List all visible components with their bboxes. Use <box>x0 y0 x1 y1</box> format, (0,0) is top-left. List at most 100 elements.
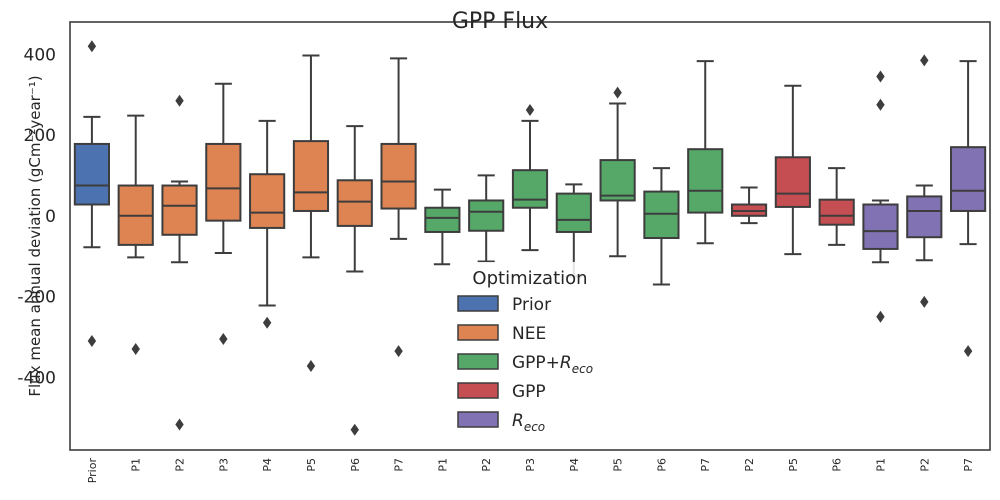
box-nee-p2 <box>161 94 198 431</box>
x-tick-label: P7 <box>699 458 712 472</box>
box-nee-p3 <box>205 82 242 345</box>
x-tick-label: P6 <box>349 458 362 472</box>
box-gpp-p6 <box>818 167 855 246</box>
iqr-box <box>687 148 724 214</box>
outlier-point <box>175 94 184 107</box>
iqr-box <box>511 169 549 209</box>
iqr-box <box>336 179 373 227</box>
x-tick-label: P2 <box>480 458 493 472</box>
x-tick-label: P7 <box>962 458 975 472</box>
legend-title: Optimization <box>472 268 587 289</box>
iqr-box <box>249 173 286 229</box>
box-gpp-r-eco-p3 <box>511 104 549 252</box>
iqr-box <box>555 192 592 233</box>
box-gpp-p2 <box>730 186 768 225</box>
x-tick-label: Prior <box>86 458 99 484</box>
x-tick-label: P1 <box>130 458 143 472</box>
iqr-box <box>73 142 110 206</box>
y-tick-label: 0 <box>45 207 56 227</box>
legend-entry-label: Reco <box>512 411 545 434</box>
x-tick-label: P1 <box>436 458 449 472</box>
outlier-point <box>394 345 403 358</box>
legend: Optimization Prior NEE GPP+Reco GPP Reco <box>450 262 612 434</box>
box-nee-p6 <box>336 125 373 436</box>
legend-entry-label: GPP <box>512 382 546 402</box>
x-tick-label: P5 <box>612 458 625 472</box>
iqr-box <box>161 184 198 236</box>
boxes <box>73 40 987 436</box>
iqr-box <box>599 159 636 202</box>
outlier-point <box>219 332 228 345</box>
iqr-box <box>818 198 855 226</box>
iqr-box <box>292 140 330 212</box>
plot-frame <box>69 21 991 451</box>
y-tick-labels: 400 200 0 -200 -400 <box>17 45 56 388</box>
box-prior-prior <box>73 40 110 347</box>
box-gpp-r-eco-p2 <box>468 174 505 263</box>
x-tick-label: P5 <box>305 458 318 472</box>
box-gpp-r-eco-p7 <box>687 60 724 245</box>
outlier-point <box>920 295 929 308</box>
y-tick-label: -400 <box>17 368 56 388</box>
iqr-box <box>950 146 987 212</box>
outlier-point <box>876 310 885 323</box>
iqr-box <box>468 199 505 232</box>
box-r-eco-p7 <box>950 60 987 358</box>
outlier-point <box>876 70 885 83</box>
box-gpp-r-eco-p1 <box>424 188 461 266</box>
chart-title: GPP Flux <box>452 9 548 34</box>
iqr-box <box>380 142 417 210</box>
legend-swatch <box>457 295 499 312</box>
legend-entry-label: Prior <box>512 295 551 315</box>
legend-swatch <box>457 353 499 370</box>
iqr-box <box>906 195 943 239</box>
outlier-point <box>876 98 885 111</box>
y-tick-label: -200 <box>17 288 56 308</box>
legend-background <box>450 262 612 434</box>
x-tick-label: P4 <box>568 458 581 472</box>
legend-entry-label: NEE <box>512 324 546 344</box>
x-tick-label: P1 <box>874 458 887 472</box>
box-gpp-r-eco-p5 <box>599 86 636 258</box>
legend-swatch <box>457 411 499 428</box>
legend-swatch <box>457 382 499 399</box>
box-nee-p7 <box>380 57 417 358</box>
outlier-point <box>613 86 622 99</box>
iqr-box <box>424 206 461 233</box>
x-tick-label: P3 <box>217 458 230 472</box>
x-tick-label: P5 <box>787 458 800 472</box>
box-r-eco-p2 <box>906 54 943 308</box>
x-tick-label: P2 <box>918 458 931 472</box>
outlier-point <box>262 316 272 329</box>
iqr-box <box>862 203 899 250</box>
y-tick-label: 200 <box>24 126 56 146</box>
outlier-point <box>175 418 184 431</box>
x-tick-label: P6 <box>655 458 668 472</box>
outlier-point <box>87 334 97 347</box>
y-tick-label: 400 <box>24 45 56 65</box>
box-nee-p4 <box>249 119 286 329</box>
outlier-point <box>87 40 97 53</box>
x-tick-label: P4 <box>261 458 274 472</box>
box-nee-p1 <box>117 114 154 356</box>
box-nee-p5 <box>292 54 330 373</box>
outlier-point <box>131 343 140 356</box>
outlier-point <box>963 345 973 358</box>
outlier-point <box>920 54 929 67</box>
x-tick-label: P3 <box>524 458 537 472</box>
iqr-box <box>205 142 242 222</box>
y-axis-label: Flux mean annual deviation (gCm⁻²year⁻¹) <box>26 75 44 396</box>
iqr-box <box>774 156 811 208</box>
legend-swatch <box>457 324 499 341</box>
x-tick-label: P6 <box>831 458 844 472</box>
iqr-box <box>643 190 680 240</box>
box-gpp-r-eco-p6 <box>643 167 680 286</box>
x-tick-label: P2 <box>743 458 756 472</box>
x-tick-label: P2 <box>174 458 187 472</box>
outlier-point <box>306 360 316 373</box>
x-tick-label: P7 <box>393 458 406 472</box>
x-tick-labels: Prior P1 P2 P3 P4 P5 P6 P7 P1 P2 P3 P4 P5 P6 P7 P2 P5 P6 P… <box>86 458 975 484</box>
outlier-point <box>525 104 535 117</box>
box-gpp-p5 <box>774 84 811 256</box>
